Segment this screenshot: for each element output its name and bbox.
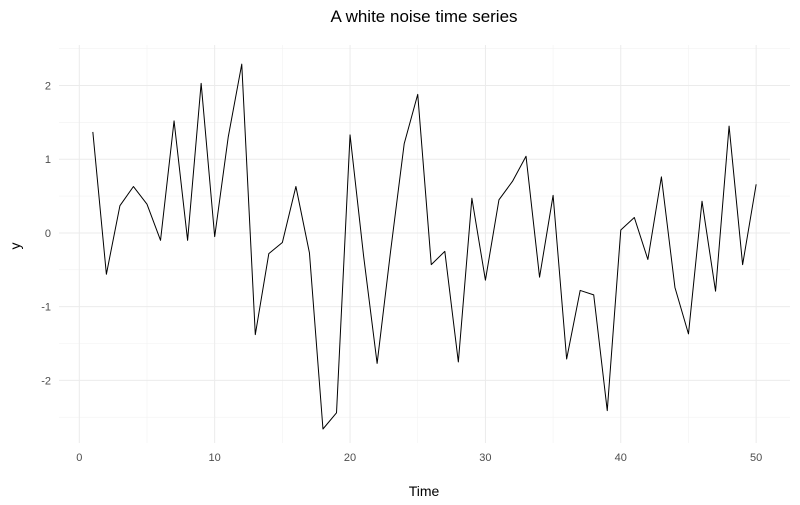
y-axis-ticks: -2 -1 0 1 2	[41, 81, 51, 388]
x-tick-label: 0	[76, 452, 82, 464]
y-tick-label: 2	[45, 81, 51, 93]
grid	[59, 45, 790, 443]
x-axis-ticks: 0 10 20 30 40 50	[76, 452, 762, 464]
y-tick-label: 0	[45, 228, 51, 240]
series-line	[92, 63, 757, 430]
series-layer	[92, 63, 757, 430]
x-tick-label: 30	[479, 452, 491, 464]
x-tick-label: 50	[750, 452, 762, 464]
y-tick-label: 1	[45, 154, 51, 166]
x-axis-title: Time	[409, 483, 440, 499]
y-tick-label: -2	[41, 375, 51, 387]
y-axis-title: y	[7, 243, 23, 250]
x-tick-label: 40	[615, 452, 627, 464]
x-tick-label: 10	[209, 452, 221, 464]
x-tick-label: 20	[344, 452, 356, 464]
chart-title: A white noise time series	[330, 7, 517, 26]
y-tick-label: -1	[41, 302, 51, 314]
